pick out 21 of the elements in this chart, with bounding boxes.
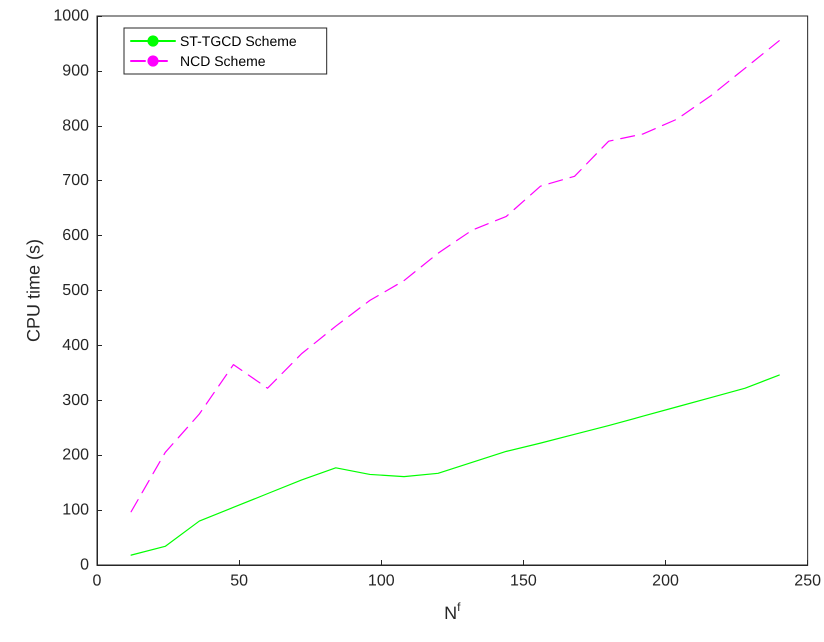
line-series	[130, 374, 780, 556]
x-tick-label: 150	[510, 572, 537, 590]
y-tick-label: 800	[62, 117, 90, 134]
y-tick-label: 100	[62, 502, 90, 519]
x-tick-label: 100	[368, 572, 395, 590]
y-tick-label: 1000	[53, 8, 90, 24]
y-tick-label: 700	[62, 172, 90, 190]
y-axis-title: CPU time (s)	[24, 239, 44, 342]
y-tick-label: 200	[62, 446, 90, 464]
x-tick-label: 50	[230, 572, 248, 590]
x-tick-label: 200	[652, 572, 679, 590]
y-tick-label: 400	[62, 336, 90, 354]
x-tick-label: 0	[92, 572, 102, 590]
y-tick-label: 300	[62, 392, 90, 409]
legend-label: ST-TGCD Scheme	[180, 33, 297, 49]
y-tick-label: 900	[62, 62, 90, 80]
y-tick-label: 600	[62, 227, 90, 244]
y-tick-label: 500	[62, 282, 90, 299]
x-tick-label: 250	[794, 572, 822, 590]
legend-label: NCD Scheme	[180, 53, 266, 69]
y-tick-label: 0	[80, 556, 90, 574]
